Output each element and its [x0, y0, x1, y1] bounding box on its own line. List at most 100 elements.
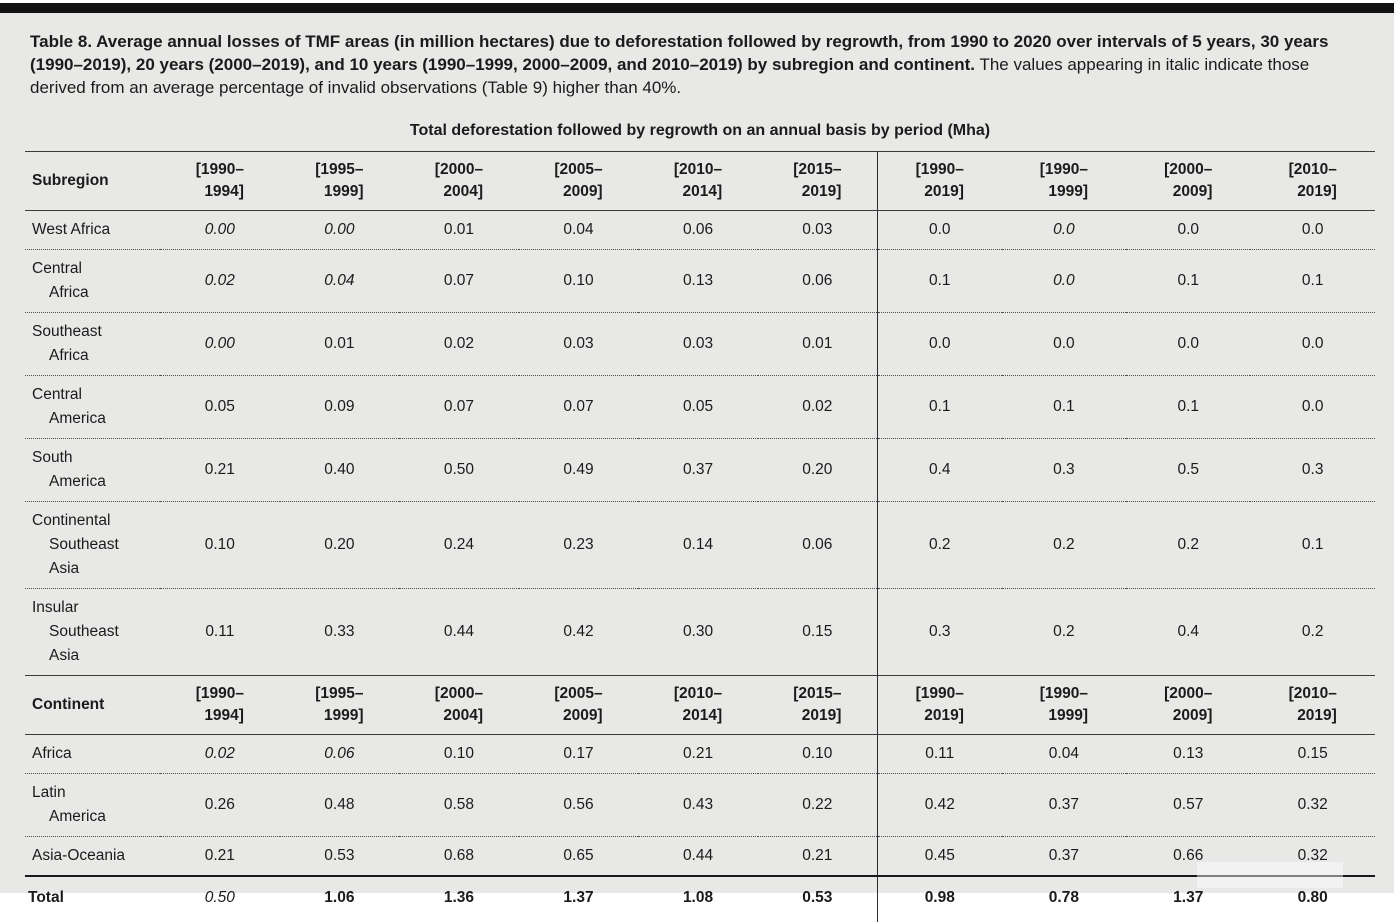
- spanning-header: Total deforestation followed by regrowth…: [25, 113, 1375, 152]
- column-header-period: [2010– 2019]: [1250, 151, 1375, 211]
- table-cell: 0.0: [1001, 312, 1127, 376]
- column-header-period: [2005– 2009]: [518, 151, 639, 211]
- row-label: Total: [28, 889, 64, 906]
- table-cell: 0.0: [1001, 210, 1127, 250]
- table-cell: 0.21: [638, 734, 758, 774]
- column-header-period: [1990– 2019]: [876, 151, 1002, 211]
- table-cell: 0.22: [757, 773, 878, 837]
- table-row-south-america: South America 0.21 0.40 0.50 0.49 0.37 0…: [25, 438, 1375, 502]
- table-cell: 0.13: [638, 249, 758, 313]
- column-header-period: [2005– 2009]: [518, 675, 639, 735]
- row-label: Continental Southeast Asia: [25, 501, 161, 589]
- table-cell: 0.4: [1126, 588, 1251, 676]
- table-cell: 0.42: [518, 588, 639, 676]
- column-header-period: [2010– 2014]: [638, 151, 758, 211]
- table-cell: 0.20: [757, 438, 878, 502]
- table-cell: 0.05: [638, 375, 758, 439]
- table-cell: 1.37: [563, 889, 594, 906]
- table-cell: 0.44: [638, 836, 758, 877]
- table-cell: 0.07: [399, 249, 519, 313]
- row-label: Africa: [25, 734, 161, 774]
- table-cell: 0.1: [1126, 249, 1251, 313]
- table-cell: 0.02: [160, 249, 280, 313]
- column-header-period: [2015– 2019]: [757, 151, 878, 211]
- table-cell: 0.30: [638, 588, 758, 676]
- table-cell: 0.56: [518, 773, 639, 837]
- table-cell: 0.0: [876, 312, 1002, 376]
- table-cell: 0.00: [160, 312, 280, 376]
- table-cell: 0.0: [1126, 210, 1251, 250]
- page: Table 8. Average annual losses of TMF ar…: [0, 13, 1394, 922]
- column-header-period: [2000– 2004]: [399, 151, 519, 211]
- table-cell: 0.78: [1048, 889, 1079, 906]
- table-cell: 0.2: [876, 501, 1002, 589]
- table-cell: 0.13: [1126, 734, 1251, 774]
- table-cell: 1.08: [682, 889, 714, 906]
- table-cell: 0.00: [160, 210, 280, 250]
- table-row-central-america: Central America 0.05 0.09 0.07 0.07 0.05…: [25, 375, 1375, 439]
- table-row-continental-southeast-asia: Continental Southeast Asia 0.10 0.20 0.2…: [25, 501, 1375, 589]
- table-cell: 0.57: [1126, 773, 1251, 837]
- table-cell: 0.37: [1001, 773, 1127, 837]
- table-cell: 0.5: [1126, 438, 1251, 502]
- table-cell: 0.42: [876, 773, 1002, 837]
- table-cell: 0.44: [399, 588, 519, 676]
- table-cell: 0.53: [279, 836, 400, 877]
- deforestation-regrowth-table: Total deforestation followed by regrowth…: [25, 113, 1375, 922]
- table-cell: 0.49: [518, 438, 639, 502]
- table-cell: 0.3: [1001, 438, 1127, 502]
- row-label: Insular Southeast Asia: [25, 588, 161, 676]
- table-cell: 0.37: [1001, 836, 1127, 877]
- table-cell: 0.07: [399, 375, 519, 439]
- spanning-header-row: Total deforestation followed by regrowth…: [25, 113, 1375, 152]
- table-cell: 0.10: [399, 734, 519, 774]
- table-cell: 0.37: [638, 438, 758, 502]
- table-cell: 0.1: [1250, 249, 1375, 313]
- table-cell: 0.50: [399, 438, 519, 502]
- table-cell: 0.68: [399, 836, 519, 877]
- table-cell: 0.2: [1001, 588, 1127, 676]
- table-cell: 0.48: [279, 773, 400, 837]
- caption-title: Table 8. Average annual losses of TMF ar…: [30, 32, 1329, 74]
- table-cell: 0.11: [160, 588, 280, 676]
- table-cell: 0.15: [1250, 734, 1375, 774]
- table-cell: 0.40: [279, 438, 400, 502]
- table-cell: 0.21: [160, 836, 280, 877]
- table-cell: 0.23: [518, 501, 639, 589]
- row-label: Asia-Oceania: [25, 836, 161, 877]
- column-header-period: [2000– 2009]: [1126, 675, 1251, 735]
- subregion-header-row: Subregion [1990– 1994] [1995– 1999] [200…: [25, 151, 1375, 211]
- table-cell: 0.01: [757, 312, 878, 376]
- table-cell: 0.1: [876, 249, 1002, 313]
- table-cell: 0.03: [757, 210, 878, 250]
- table-cell: 0.03: [518, 312, 639, 376]
- table-cell: 0.26: [160, 773, 280, 837]
- continent-header-row: Continent [1990– 1994] [1995– 1999] [200…: [25, 675, 1375, 735]
- table-cell: 0.00: [279, 210, 400, 250]
- table-cell: 0.14: [638, 501, 758, 589]
- column-header-period: [2015– 2019]: [757, 675, 878, 735]
- table-cell: 0.06: [757, 249, 878, 313]
- column-header-subregion: Subregion: [25, 151, 161, 211]
- table-cell: 0.3: [876, 588, 1002, 676]
- table-cell: 0.1: [1250, 501, 1375, 589]
- table-cell: 1.36: [443, 889, 475, 906]
- row-label: Central Africa: [25, 249, 161, 313]
- column-header-continent: Continent: [25, 675, 161, 735]
- table-cell: 0.07: [518, 375, 639, 439]
- table-cell: 1.06: [324, 889, 355, 906]
- row-label: Southeast Africa: [25, 312, 161, 376]
- table-row-insular-southeast-asia: Insular Southeast Asia 0.11 0.33 0.44 0.…: [25, 588, 1375, 676]
- table-cell: 0.11: [876, 734, 1002, 774]
- column-header-period: [1995– 1999]: [279, 675, 400, 735]
- table-cell: 0.0: [876, 210, 1002, 250]
- table-cell: 0.3: [1250, 438, 1375, 502]
- table-cell: 0.0: [1126, 312, 1251, 376]
- table-cell: 0.0: [1001, 249, 1127, 313]
- table-cell: 0.02: [399, 312, 519, 376]
- table-cell: 0.1: [876, 375, 1002, 439]
- caption-note: The values appearing in italic indicate …: [30, 55, 1310, 97]
- table-row-total: Total 0.50 1.06 1.36 1.37 1.08 0.53 0.98…: [25, 876, 1375, 922]
- table-cell: 0.4: [876, 438, 1002, 502]
- column-header-period: [2000– 2004]: [399, 675, 519, 735]
